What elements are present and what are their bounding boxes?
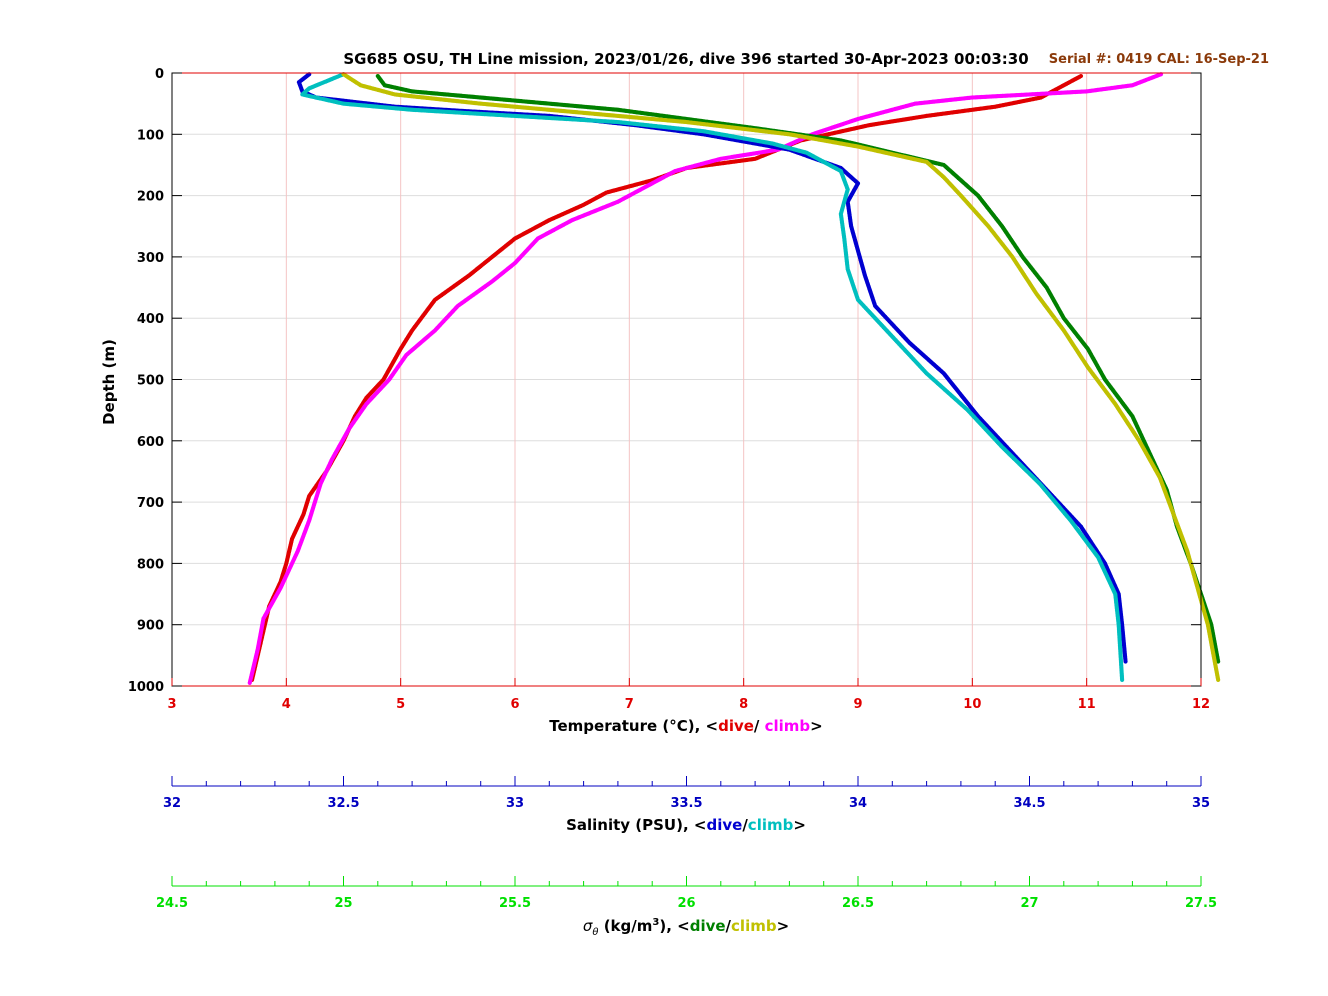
chart-title: SG685 OSU, TH Line mission, 2023/01/26, … — [343, 50, 1028, 68]
temperature-tick-label: 4 — [282, 697, 291, 712]
serial-cal-text: Serial #: 0419 CAL: 16-Sep-21 — [1049, 52, 1269, 67]
salinity-tick-label: 34 — [849, 796, 867, 811]
salinity-tick-label: 33 — [506, 796, 524, 811]
sigma-label-suffix: > — [777, 917, 790, 935]
grid — [172, 73, 1201, 686]
sigma-label-rest: ), < — [659, 917, 689, 935]
y-tick-label: 300 — [137, 251, 164, 266]
y-tick-label: 400 — [137, 312, 164, 327]
data-point — [1120, 677, 1125, 682]
salinity-tick-label: 34.5 — [1013, 796, 1045, 811]
sigma-label-symbol: σ — [583, 917, 593, 935]
data-point — [247, 680, 252, 686]
temperature-tick-label: 10 — [963, 697, 981, 712]
y-axis-label: Depth (m) — [100, 339, 118, 425]
temperature-label-climb: climb — [765, 717, 811, 735]
salinity-tick-label: 33.5 — [670, 796, 702, 811]
data-point — [1123, 659, 1128, 664]
salinity-label-prefix: Salinity (PSU), < — [566, 816, 706, 834]
temperature-tick-label: 8 — [739, 697, 748, 712]
temperature-tick-label: 3 — [167, 697, 176, 712]
sigma-label-units: (kg/m — [598, 917, 652, 935]
temperature-label-prefix: Temperature (°C), < — [549, 717, 718, 735]
temperature-tick-label: 6 — [510, 697, 519, 712]
y-tick-label: 500 — [137, 374, 164, 389]
temperature-tick-label: 5 — [396, 697, 405, 712]
sigma-tick-label: 24.5 — [156, 896, 188, 911]
y-tick-label: 600 — [137, 435, 164, 450]
salinity-axis: 32 32.5 33 33.5 34 34.5 35 — [163, 776, 1210, 811]
temperature-axis: 3 4 5 6 7 8 9 10 11 12 — [167, 678, 1210, 712]
salinity-label-suffix: > — [793, 816, 806, 834]
sigma-label-sep: / — [726, 917, 732, 935]
sigma-tick-label: 27.5 — [1185, 896, 1217, 911]
y-tick-label: 100 — [137, 128, 164, 143]
series-layer — [247, 72, 1221, 686]
y-tick-label: 200 — [137, 190, 164, 205]
y-axis-ticks: 0 100 200 300 400 500 600 700 800 900 1000 — [128, 67, 1201, 695]
series-temperature-dive — [249, 73, 1084, 682]
temperature-tick-label: 11 — [1078, 697, 1096, 712]
series-salinity-dive — [296, 72, 1128, 664]
y-tick-label: 800 — [137, 557, 164, 572]
y-tick-label: 700 — [137, 496, 164, 511]
salinity-label-sep: / — [742, 816, 748, 834]
temperature-label-suffix: > — [810, 717, 823, 735]
sigma-axis: 24.5 25 25.5 26 26.5 27 27.5 — [156, 876, 1217, 911]
y-tick-label: 900 — [137, 619, 164, 634]
temperature-tick-label: 7 — [625, 697, 634, 712]
sigma-tick-label: 26.5 — [842, 896, 874, 911]
temperature-tick-label: 12 — [1192, 697, 1210, 712]
series-salinity-climb — [300, 72, 1125, 682]
salinity-label-dive: dive — [706, 816, 742, 834]
sigma-label-subscript: θ — [592, 927, 598, 938]
temperature-label-sep: / — [754, 717, 765, 735]
series-sigma-dive — [375, 73, 1221, 664]
salinity-tick-label: 32 — [163, 796, 181, 811]
salinity-axis-label: Salinity (PSU), <dive/climb> — [566, 816, 806, 834]
temperature-axis-label: Temperature (°C), <dive/ climb> — [549, 717, 823, 735]
salinity-label-climb: climb — [748, 816, 794, 834]
y-tick-label: 0 — [155, 67, 164, 82]
data-point — [1216, 659, 1221, 664]
sigma-label-dive: dive — [690, 917, 726, 935]
temperature-tick-label: 9 — [853, 697, 862, 712]
sigma-tick-label: 25.5 — [499, 896, 531, 911]
salinity-tick-label: 35 — [1192, 796, 1210, 811]
salinity-tick-label: 32.5 — [327, 796, 359, 811]
y-tick-label: 1000 — [128, 680, 164, 695]
data-point — [1216, 677, 1221, 682]
series-sigma-climb — [341, 72, 1221, 682]
sigma-label-climb: climb — [731, 917, 777, 935]
sigma-tick-label: 25 — [334, 896, 352, 911]
sigma-tick-label: 26 — [677, 896, 695, 911]
temperature-label-dive: dive — [718, 717, 754, 735]
sigma-tick-label: 27 — [1020, 896, 1038, 911]
sigma-axis-label: σθ (kg/m3), <dive/climb> — [583, 917, 789, 938]
sigma-label-superscript: 3 — [652, 917, 659, 928]
